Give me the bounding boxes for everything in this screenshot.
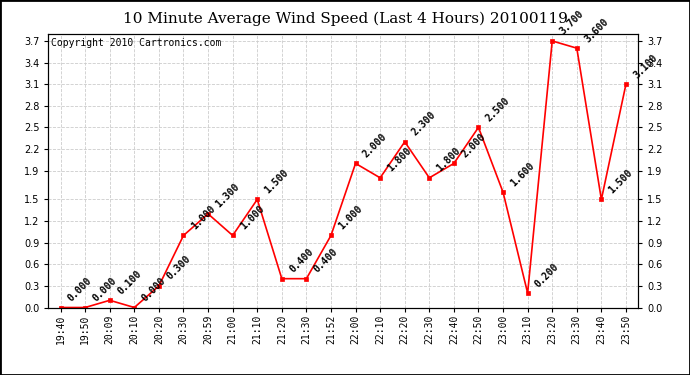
Text: 1.600: 1.600	[509, 160, 536, 188]
Text: 3.700: 3.700	[558, 9, 586, 37]
Text: 1.800: 1.800	[386, 146, 413, 174]
Text: 2.500: 2.500	[484, 95, 512, 123]
Text: 1.800: 1.800	[435, 146, 463, 174]
Text: 1.000: 1.000	[238, 204, 266, 231]
Text: 10 Minute Average Wind Speed (Last 4 Hours) 20100119: 10 Minute Average Wind Speed (Last 4 Hou…	[123, 11, 567, 26]
Text: 0.400: 0.400	[287, 247, 315, 274]
Text: 0.400: 0.400	[312, 247, 339, 274]
Text: 0.000: 0.000	[140, 276, 168, 303]
Text: 1.000: 1.000	[337, 204, 364, 231]
Text: 2.000: 2.000	[460, 131, 487, 159]
Text: 0.000: 0.000	[66, 276, 94, 303]
Text: 0.200: 0.200	[533, 261, 561, 289]
Text: 2.300: 2.300	[411, 110, 438, 138]
Text: 2.000: 2.000	[361, 131, 389, 159]
Text: 1.300: 1.300	[214, 182, 242, 210]
Text: 3.100: 3.100	[631, 52, 660, 80]
Text: 1.500: 1.500	[263, 167, 290, 195]
Text: 0.000: 0.000	[90, 276, 119, 303]
Text: 1.500: 1.500	[607, 167, 635, 195]
Text: 1.000: 1.000	[189, 204, 217, 231]
Text: Copyright 2010 Cartronics.com: Copyright 2010 Cartronics.com	[51, 38, 221, 48]
Text: 3.600: 3.600	[582, 16, 610, 44]
Text: 0.300: 0.300	[164, 254, 193, 282]
Text: 0.100: 0.100	[115, 268, 143, 296]
